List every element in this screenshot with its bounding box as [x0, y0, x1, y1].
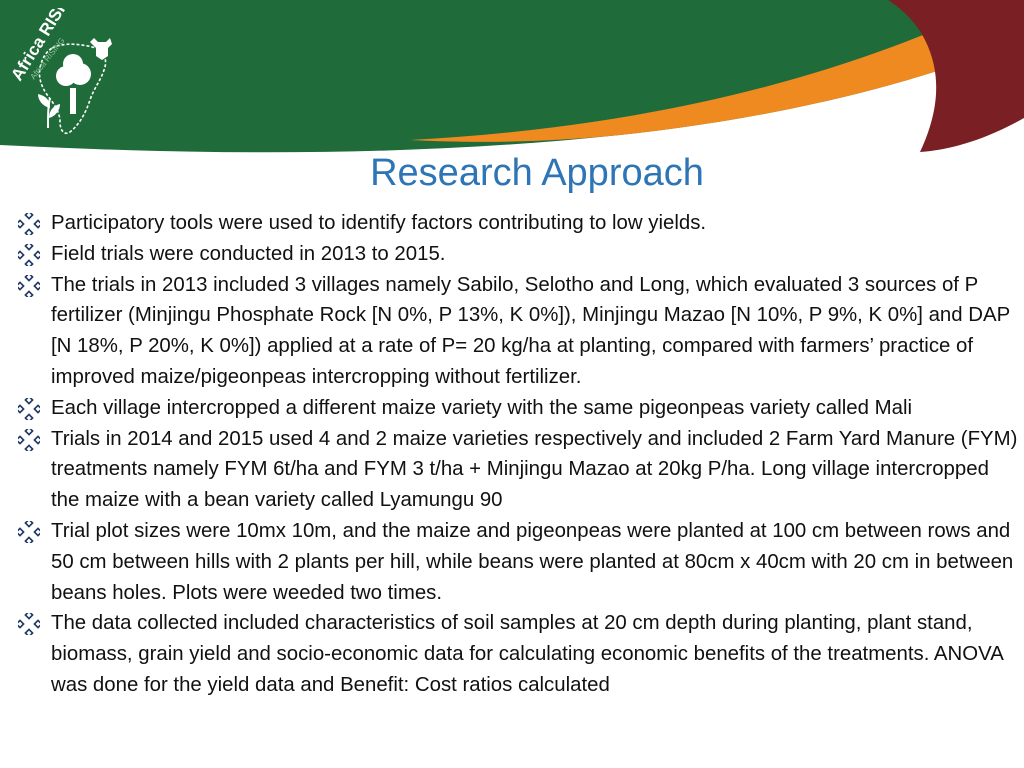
four-diamond-icon — [18, 243, 40, 266]
bullet-item: The trials in 2013 included 3 villages n… — [18, 270, 1018, 393]
four-diamond-icon — [18, 520, 40, 543]
tree-icon — [56, 54, 91, 114]
bullet-text: Trials in 2014 and 2015 used 4 and 2 mai… — [51, 427, 1018, 512]
four-diamond-icon — [18, 397, 40, 420]
bullet-item: Trial plot sizes were 10mx 10m, and the … — [18, 516, 1018, 608]
four-diamond-icon — [18, 274, 40, 297]
bullet-item: Trials in 2014 and 2015 used 4 and 2 mai… — [18, 424, 1018, 516]
header-banner — [0, 0, 1024, 153]
bullet-list: Participatory tools were used to identif… — [18, 208, 1018, 701]
bullet-text: Field trials were conducted in 2013 to 2… — [51, 242, 446, 265]
banner-green-band — [0, 0, 1024, 153]
bullet-text: The data collected included characterist… — [51, 612, 1003, 696]
bullet-text: Each village intercropped a different ma… — [51, 396, 913, 419]
cow-icon — [90, 38, 112, 60]
bullet-item: Field trials were conducted in 2013 to 2… — [18, 239, 1018, 270]
bullet-item: Participatory tools were used to identif… — [18, 208, 1018, 239]
bullet-text: Participatory tools were used to identif… — [51, 212, 707, 234]
four-diamond-icon — [18, 213, 40, 235]
banner-orange-swoosh — [410, 4, 1024, 142]
sprout-icon — [38, 94, 60, 129]
bullet-item: Each village intercropped a different ma… — [18, 393, 1018, 424]
four-diamond-icon — [18, 428, 40, 451]
four-diamond-icon — [18, 613, 40, 636]
bullet-text: Trial plot sizes were 10mx 10m, and the … — [51, 519, 1014, 604]
bullet-item: The data collected included characterist… — [18, 608, 1018, 700]
bullet-text: The trials in 2013 included 3 villages n… — [51, 273, 1010, 388]
slide-title: Research Approach — [370, 152, 704, 194]
africa-rising-logo: Africa RISING Africa RISING — [7, 8, 112, 135]
banner-maroon-corner — [888, 0, 1024, 152]
